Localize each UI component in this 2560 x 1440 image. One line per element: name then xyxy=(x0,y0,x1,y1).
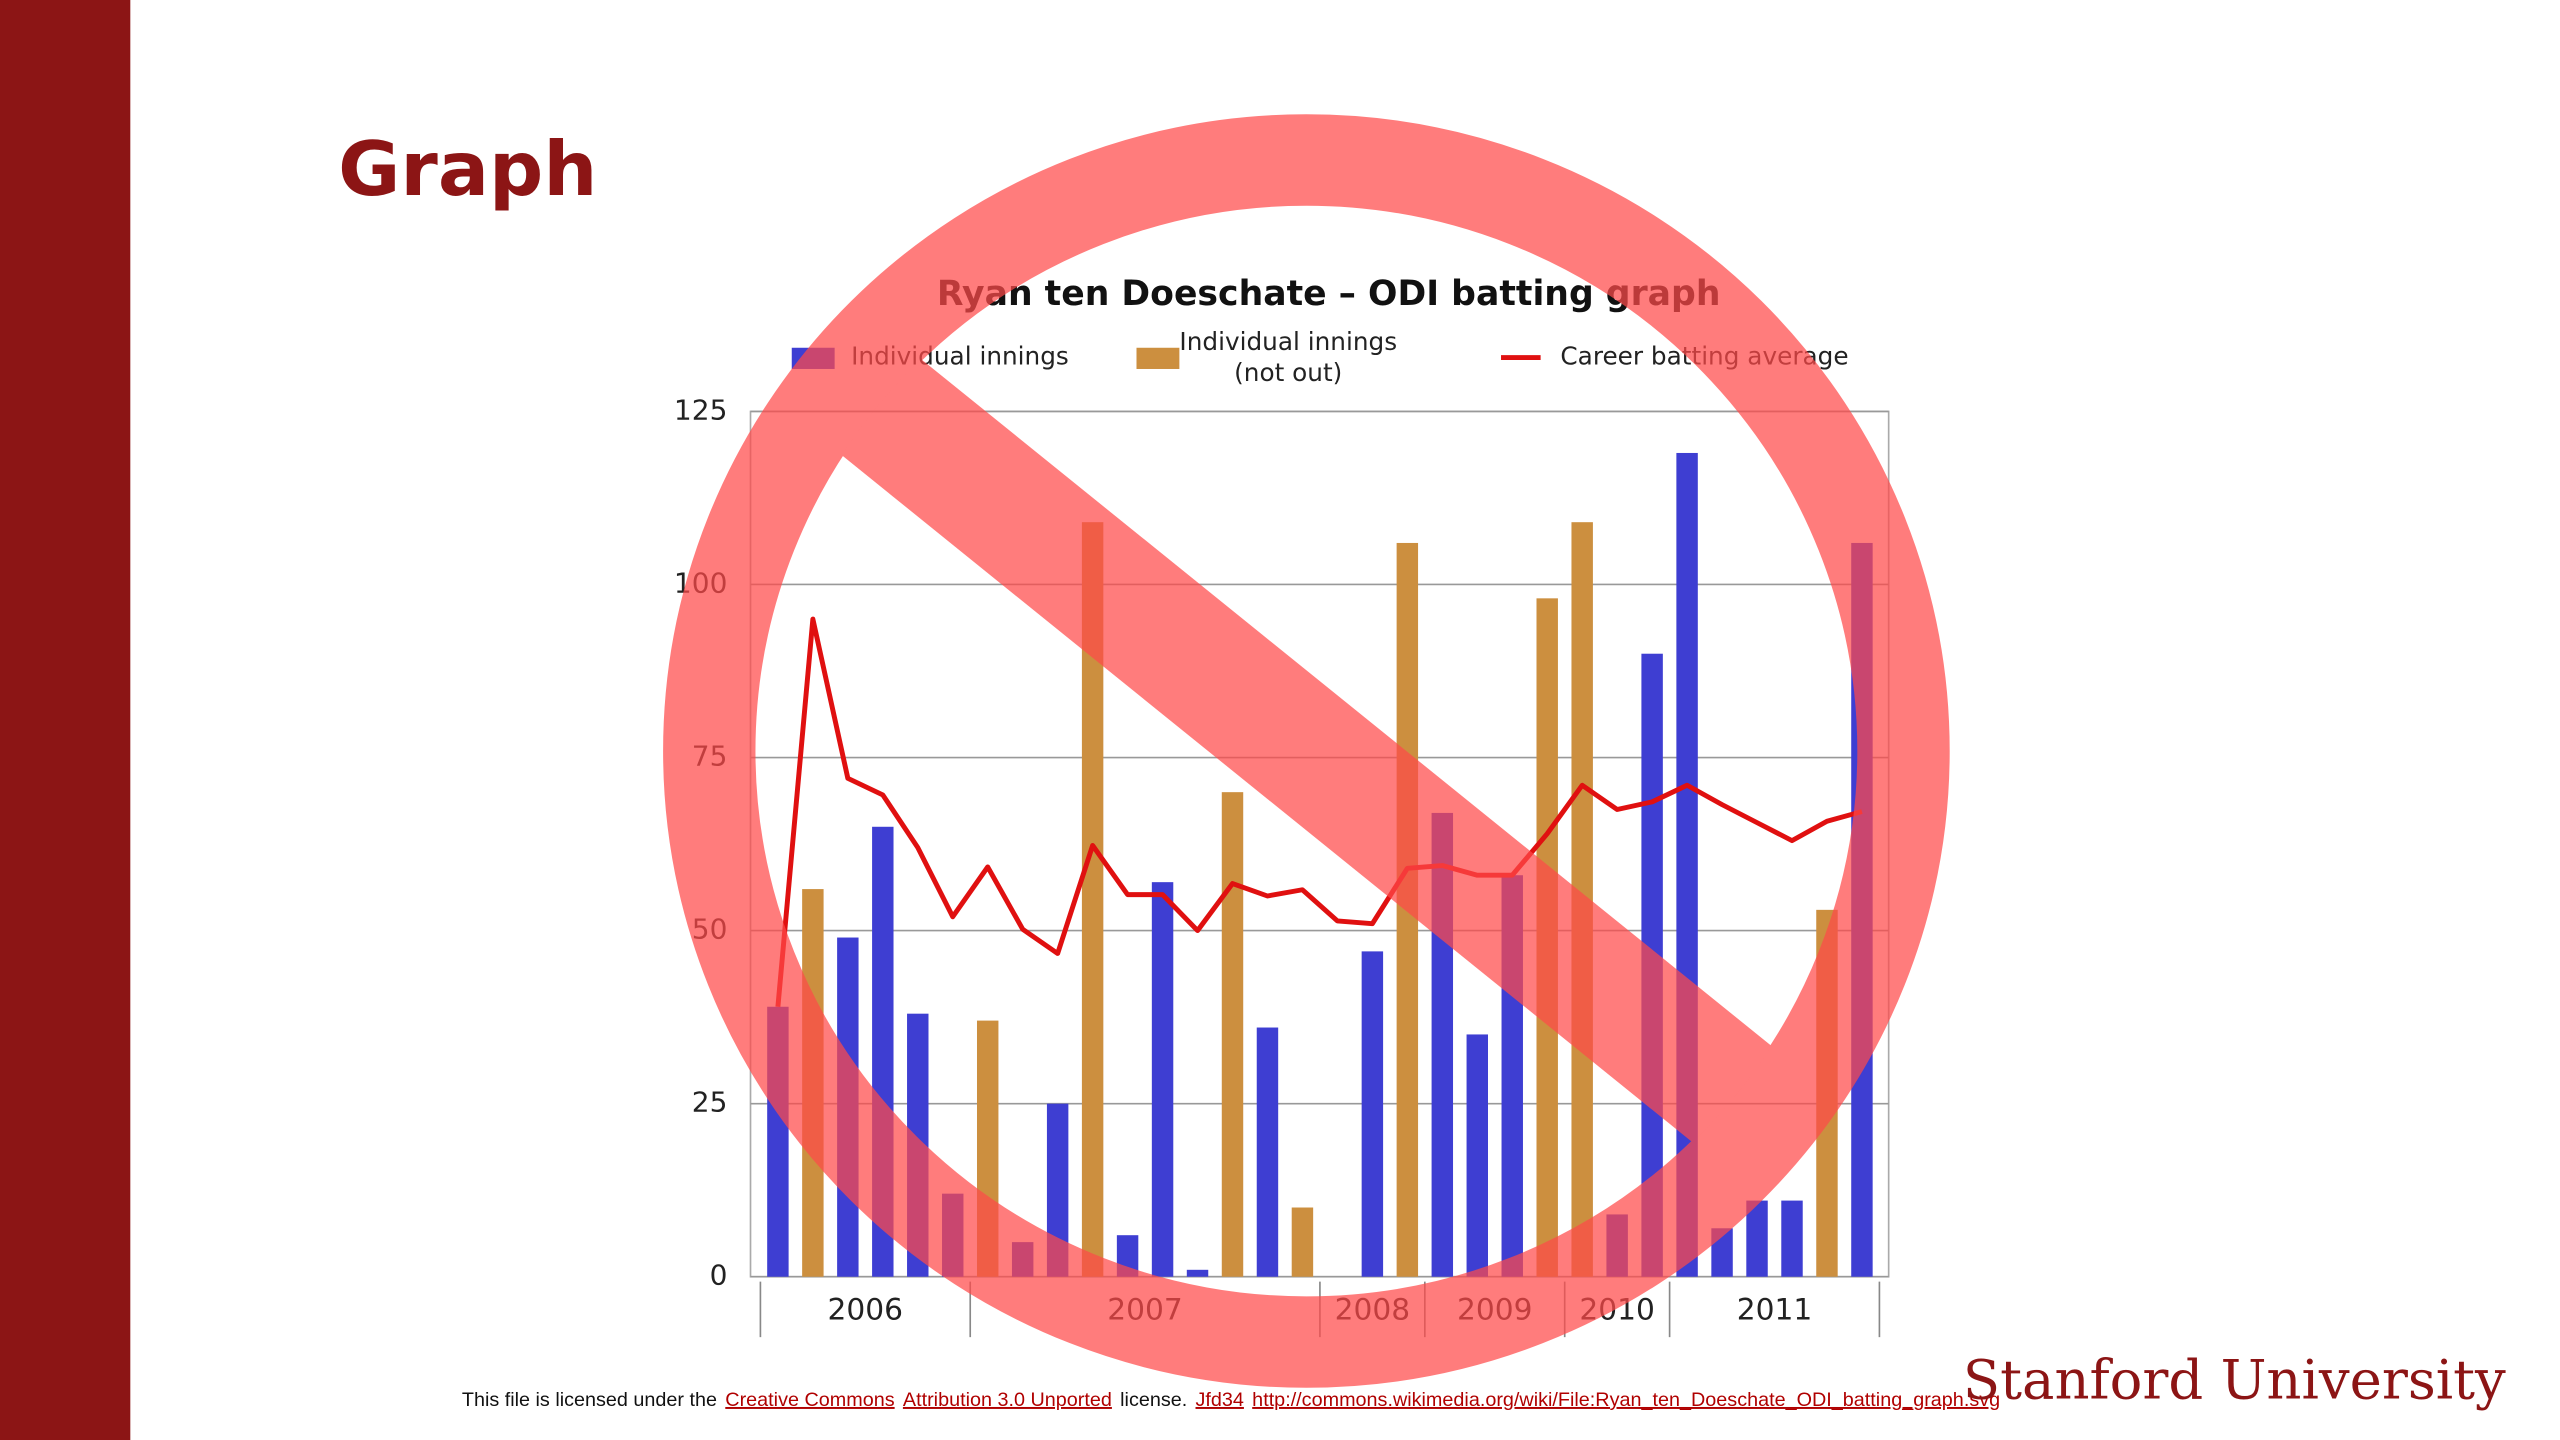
license-text: license. xyxy=(1120,1389,1187,1411)
bar xyxy=(1081,522,1104,1277)
y-tick-label: 125 xyxy=(674,394,727,427)
bar xyxy=(1221,792,1244,1277)
bar xyxy=(1291,1207,1314,1277)
x-group-label: 2006 xyxy=(828,1293,904,1327)
license-text: This file is licensed under the xyxy=(462,1389,717,1411)
bar xyxy=(1046,1103,1069,1277)
license-line: This file is licensed under the Creative … xyxy=(462,1389,2000,1411)
license-link[interactable]: Jfd34 xyxy=(1196,1389,1244,1411)
prohibition-sign xyxy=(663,114,1950,1388)
license-link[interactable]: http://commons.wikimedia.org/wiki/File:R… xyxy=(1252,1389,2000,1411)
sign-ring xyxy=(663,114,1950,1388)
x-group-label: 2011 xyxy=(1737,1293,1813,1327)
bar xyxy=(1361,951,1384,1277)
bar xyxy=(1151,882,1174,1277)
legend-label: Individual innings (not out) xyxy=(1179,327,1397,387)
logo: Stanford University xyxy=(1963,1349,2506,1412)
bar xyxy=(1746,1200,1768,1277)
side-band xyxy=(0,0,131,1440)
y-tick-label: 25 xyxy=(692,1086,728,1119)
legend-swatch xyxy=(1136,347,1180,369)
bar xyxy=(1781,1200,1803,1277)
slide-title: Graph xyxy=(338,125,597,213)
sign-bar xyxy=(753,286,1859,1216)
license-link[interactable]: Creative Commons xyxy=(725,1389,895,1411)
bar xyxy=(1186,1269,1209,1277)
line xyxy=(775,616,1863,1007)
bar xyxy=(1256,1027,1279,1277)
license-link[interactable]: Attribution 3.0 Unported xyxy=(903,1389,1112,1411)
bar xyxy=(1466,1034,1488,1277)
y-tick-label: 0 xyxy=(710,1259,728,1292)
